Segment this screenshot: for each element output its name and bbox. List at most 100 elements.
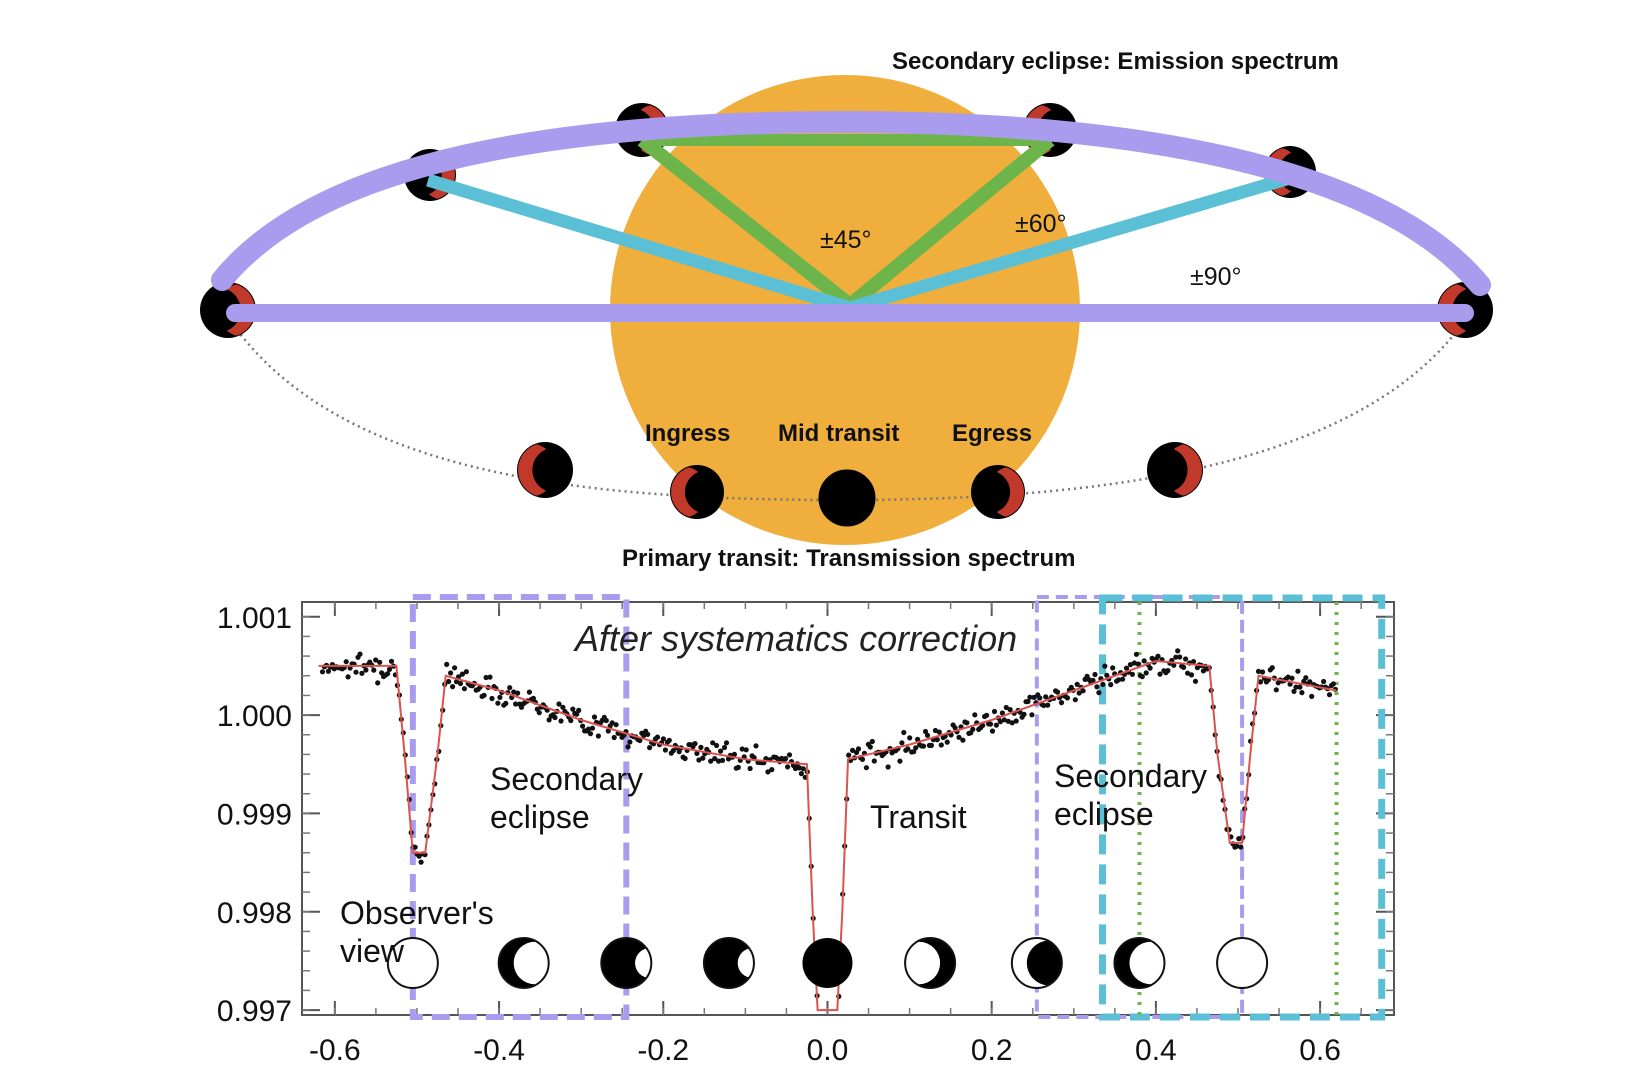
data-point [556,701,562,707]
data-point [712,756,718,762]
data-point [1165,668,1171,674]
data-point [457,680,464,687]
data-point [991,708,998,715]
data-point [1064,695,1070,701]
data-point [1027,694,1033,700]
data-point [970,726,976,732]
data-point [911,749,917,755]
data-point [1307,679,1313,685]
data-point [850,747,856,754]
data-point [1269,665,1275,671]
annotation-transit: Transit [870,799,967,835]
data-point [375,680,381,686]
data-point [463,669,469,675]
data-point [662,747,669,753]
planet-ingress [670,465,724,519]
data-point [999,710,1006,716]
data-point [1029,712,1035,718]
data-point [487,674,493,680]
data-point [1236,836,1242,842]
data-point [568,717,574,724]
data-point [723,740,730,746]
data-point [1147,665,1153,671]
data-point [682,755,688,762]
data-point [692,741,698,747]
data-point [1190,659,1197,665]
data-point [357,651,363,657]
data-point [863,765,870,771]
data-point [483,674,489,681]
data-point [448,670,454,676]
data-point [1259,669,1266,675]
data-point [1043,694,1049,700]
data-point [1007,707,1013,713]
data-point [708,758,714,764]
observer-view-phases [386,937,1269,989]
data-point [515,690,521,696]
data-point [932,727,939,734]
data-point [1102,663,1108,669]
data-point [952,725,958,731]
data-point [871,758,877,764]
data-point [1076,690,1082,696]
data-point [743,747,749,753]
data-point [371,667,377,673]
phase-icon [497,937,550,989]
data-point [363,667,369,673]
data-point [924,732,931,738]
data-point [1005,718,1011,724]
data-point [696,757,702,763]
data-point [412,844,418,850]
data-point [1013,718,1019,724]
data-point [1285,674,1291,680]
data-point [1131,660,1137,666]
data-point [1072,697,1078,703]
orbit-diagram: ±45° ±60° ±90° Secondary eclipse: Emissi… [200,48,1493,572]
data-point [1200,668,1206,674]
data-point [1257,679,1264,685]
primary-transit-title: Primary transit: Transmission spectrum [622,545,1076,572]
data-point [580,723,586,729]
x-tick-label: 0.6 [1299,1034,1341,1067]
data-point [450,684,456,690]
data-point [611,734,617,741]
data-point [645,731,651,738]
annotation-secondary-eclipse-left-1: Secondary [490,761,643,797]
data-point [1080,688,1086,694]
data-point [714,742,720,749]
data-point [1100,681,1106,688]
x-tick-label: -0.2 [637,1034,689,1067]
data-point [934,737,940,743]
data-point [1175,648,1181,654]
data-point [783,756,789,762]
data-point [1188,672,1195,678]
data-point [459,671,465,677]
plot-frame [301,601,1395,1016]
data-point [625,744,631,750]
data-point [1177,654,1183,660]
data-point [377,659,383,665]
data-point [798,771,805,777]
data-point [576,707,582,714]
data-point [1110,665,1116,671]
data-point [739,746,745,752]
planet-lower-left [517,442,573,498]
data-point [343,659,349,665]
data-point [560,704,566,710]
data-point [595,733,602,739]
data-point [897,758,903,764]
data-point [1001,717,1007,723]
data-point [1054,689,1061,695]
data-point [585,726,592,732]
phase-icon [904,937,957,989]
data-point [710,740,716,746]
data-point [1238,844,1244,850]
data-point [747,765,753,772]
data-point [589,725,596,731]
data-point [552,714,558,721]
data-point [1181,664,1187,671]
data-point [1297,684,1303,690]
data-point [1092,671,1098,678]
data-point [1123,665,1130,671]
data-point [416,853,422,859]
